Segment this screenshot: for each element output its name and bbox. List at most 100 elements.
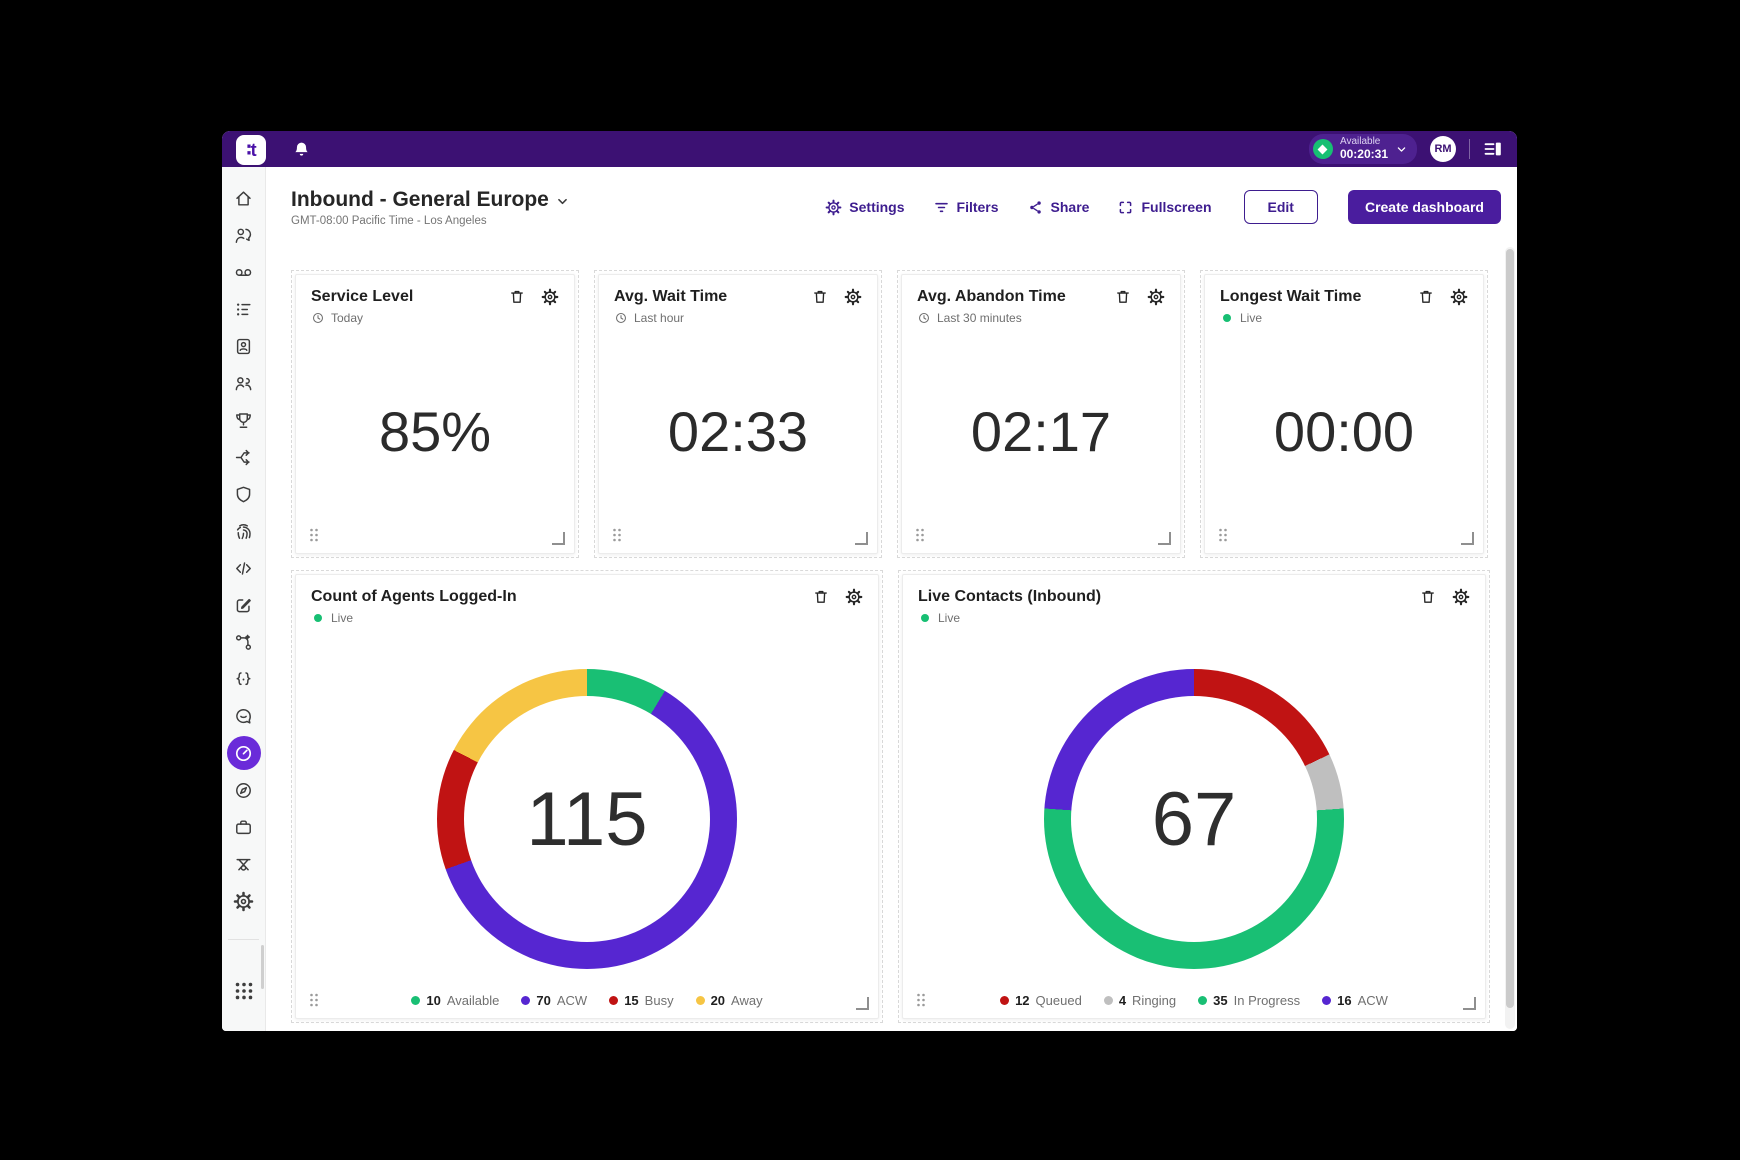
legend-dot (1103, 996, 1113, 1005)
delete-widget-icon[interactable] (1419, 588, 1437, 606)
widgets-board: Service Level Today 85% (291, 270, 1490, 1023)
notifications-bell-icon[interactable] (292, 140, 311, 159)
timezone-subtitle: GMT-08:00 Pacific Time - Los Angeles (291, 214, 487, 227)
kpi-value: 02:17 (970, 399, 1112, 463)
sidebar-item-ai-builder[interactable] (227, 662, 261, 696)
legend-item-away: 20 Away (695, 993, 763, 1008)
avatar[interactable]: RM (1430, 136, 1456, 162)
legend-label: ACW (1357, 993, 1388, 1008)
sidebar-item-queues[interactable] (227, 292, 261, 326)
resize-handle[interactable] (1463, 997, 1476, 1010)
legend-label: Queued (1035, 993, 1082, 1008)
drag-handle[interactable] (914, 527, 926, 543)
apps-grid-icon[interactable] (232, 979, 256, 1003)
gear-icon (825, 199, 842, 216)
top-bar: ∶t Available 00:20:31 RM (222, 131, 1517, 167)
topbar-divider (1469, 139, 1470, 159)
create-dashboard-button[interactable]: Create dashboard (1347, 190, 1501, 224)
settings-button[interactable]: Settings (825, 199, 905, 216)
main-scrollbar-thumb[interactable] (1506, 249, 1514, 1008)
widget-settings-icon[interactable] (1452, 588, 1470, 606)
share-label: Share (1050, 199, 1090, 215)
sidebar-item-security[interactable] (227, 477, 261, 511)
resize-handle[interactable] (856, 997, 869, 1010)
filters-label: Filters (956, 199, 999, 215)
drag-handle[interactable] (915, 992, 927, 1008)
widget-longest-wait-time: Longest Wait Time Live 00:00 (1204, 274, 1484, 554)
widget-title: Longest Wait Time (1220, 288, 1362, 305)
widget-service-level: Service Level Today 85% (295, 274, 575, 554)
legend-label: In Progress (1233, 993, 1301, 1008)
sidebar-item-training[interactable] (227, 847, 261, 881)
sidebar-item-identity[interactable] (227, 514, 261, 548)
legend-value: 12 (1015, 993, 1030, 1008)
widget-timeframe: Last hour (634, 311, 685, 325)
sidebar-item-home[interactable] (227, 181, 261, 215)
legend-dot (695, 996, 705, 1005)
drag-handle[interactable] (611, 527, 623, 543)
sidebar-scrollbar[interactable] (261, 945, 264, 989)
legend-item-busy: 15 Busy (609, 993, 674, 1008)
drag-handle[interactable] (1217, 527, 1229, 543)
widget-title: Live Contacts (Inbound) (918, 588, 1102, 605)
app-logo[interactable]: ∶t (236, 135, 266, 165)
widget-title: Service Level (311, 288, 414, 305)
sidebar-divider (228, 939, 259, 940)
sidebar-item-developer[interactable] (227, 551, 261, 585)
chart-legend: 12 Queued 4 Ringing 35 In Progress 16 ACW (903, 993, 1485, 1008)
widget-timeframe: Live (1240, 311, 1263, 325)
legend-value: 15 (624, 993, 639, 1008)
widget-settings-icon[interactable] (1450, 288, 1468, 306)
fullscreen-icon (1117, 199, 1134, 216)
fullscreen-button[interactable]: Fullscreen (1117, 199, 1212, 216)
edit-button[interactable]: Edit (1243, 190, 1318, 224)
share-button[interactable]: Share (1027, 199, 1090, 216)
delete-widget-icon[interactable] (812, 588, 830, 606)
legend-item-queued: 12 Queued (1000, 993, 1082, 1008)
dashboard-select-chevron-icon[interactable] (555, 194, 570, 209)
widget-settings-icon[interactable] (1147, 288, 1165, 306)
widget-settings-icon[interactable] (845, 588, 863, 606)
sidebar-item-gamification[interactable] (227, 403, 261, 437)
sidebar-item-dashboards[interactable] (226, 736, 261, 770)
donut-total: 115 (526, 776, 648, 862)
resize-handle[interactable] (552, 532, 565, 545)
sidebar-item-settings[interactable] (227, 884, 261, 918)
resize-handle[interactable] (1158, 532, 1171, 545)
sidebar-item-feedback[interactable] (227, 699, 261, 733)
grid-cell: Service Level Today 85% (291, 270, 579, 558)
sidebar-item-teams[interactable] (227, 366, 261, 400)
kpi-value: 02:33 (667, 399, 809, 463)
delete-widget-icon[interactable] (811, 288, 829, 306)
sidebar-item-workspace[interactable] (227, 810, 261, 844)
sidebar-item-routing[interactable] (227, 440, 261, 474)
sidebar-item-workflows[interactable] (227, 625, 261, 659)
legend-dot (609, 996, 619, 1005)
sidebar-item-conversations[interactable] (227, 218, 261, 252)
clock-icon (614, 311, 628, 325)
widget-settings-icon[interactable] (541, 288, 559, 306)
widget-settings-icon[interactable] (844, 288, 862, 306)
drag-handle[interactable] (308, 527, 320, 543)
sidebar-item-contacts[interactable] (227, 329, 261, 363)
widget-timeframe: Live (938, 611, 961, 625)
status-timer: 00:20:31 (1339, 146, 1388, 161)
sidebar-item-voicemail[interactable] (227, 255, 261, 289)
widget-agents-logged-in: Count of Agents Logged-In Live 115 (295, 574, 879, 1019)
agent-status-pill[interactable]: Available 00:20:31 (1308, 134, 1417, 164)
page-title: Inbound - General Europe (291, 187, 549, 211)
delete-widget-icon[interactable] (1114, 288, 1132, 306)
live-dot-icon (918, 611, 932, 625)
resize-handle[interactable] (855, 532, 868, 545)
delete-widget-icon[interactable] (508, 288, 526, 306)
sidebar-item-compose[interactable] (227, 588, 261, 622)
filters-button[interactable]: Filters (933, 199, 999, 216)
side-panel-toggle-icon[interactable] (1483, 139, 1503, 159)
delete-widget-icon[interactable] (1417, 288, 1435, 306)
resize-handle[interactable] (1461, 532, 1474, 545)
sidebar-item-explore[interactable] (227, 773, 261, 807)
drag-handle[interactable] (308, 992, 320, 1008)
dashboard-header: Inbound - General Europe GMT-08:00 Pacif… (266, 167, 1517, 247)
legend-dot (1000, 996, 1010, 1005)
legend-label: Busy (644, 993, 674, 1008)
